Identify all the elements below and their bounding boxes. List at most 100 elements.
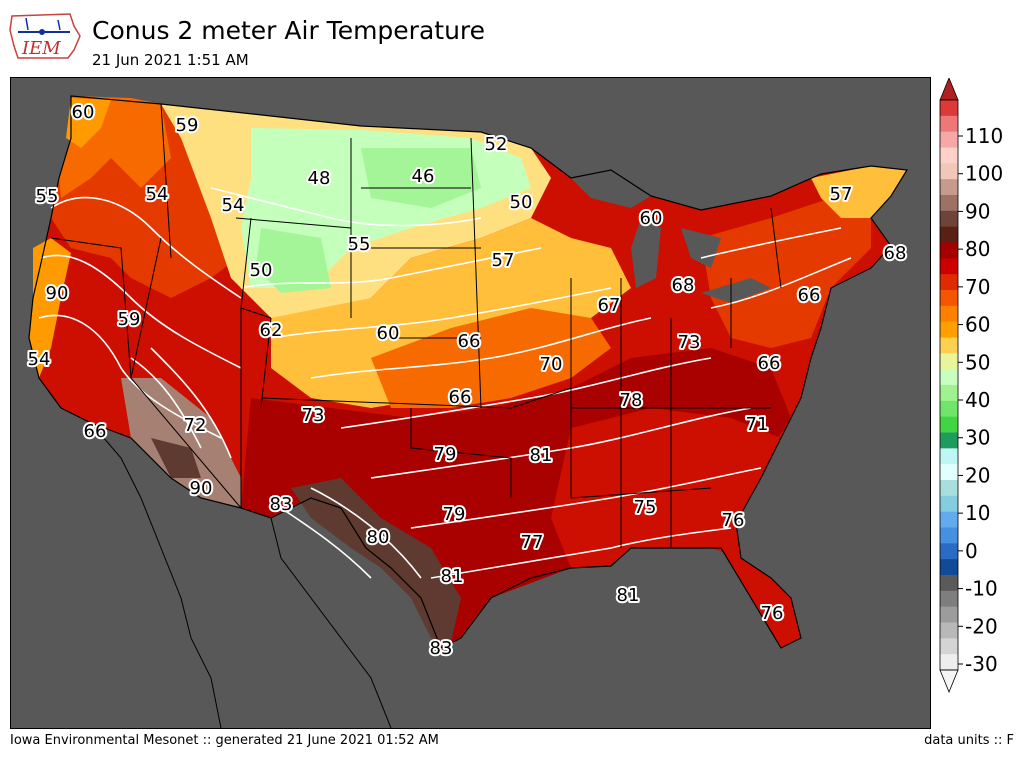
footer-units: data units :: F — [924, 733, 1014, 748]
colorbar-swatch — [940, 448, 958, 465]
colorbar-swatch — [940, 400, 958, 418]
colorbar-swatch — [940, 290, 958, 307]
colorbar-swatch — [940, 100, 958, 117]
colorbar-swatch — [940, 416, 958, 433]
temp-label: 62 — [260, 320, 283, 341]
colorbar-min-arrow — [939, 669, 959, 694]
temp-label: 70 — [540, 354, 563, 375]
region-coast-ca — [29, 238, 71, 378]
state-borders — [50, 103, 782, 548]
temp-label: 55 — [36, 186, 59, 207]
lake-huron — [681, 228, 721, 268]
temp-label: 66 — [758, 353, 781, 374]
colorbar-tick-label: -10 — [965, 577, 998, 601]
colorbar-swatch — [940, 163, 958, 180]
colorbar-swatch — [940, 210, 958, 228]
temp-label: 66 — [449, 387, 472, 408]
region-maine — [811, 166, 907, 218]
colorbar-swatch — [940, 543, 958, 560]
temp-label: 83 — [270, 494, 293, 515]
region-lower-colorado — [151, 438, 201, 478]
iem-logo: IEM — [8, 6, 84, 64]
colorbar-swatch — [940, 353, 958, 370]
colorbar-swatch — [940, 305, 958, 323]
temperature-map: 60 59 52 55 54 54 48 46 50 57 60 55 50 5… — [10, 77, 931, 729]
region-desert-sw — [121, 378, 241, 508]
colorbar-swatch — [940, 559, 958, 576]
temp-label: 76 — [761, 603, 784, 624]
temperature-labels: 60 59 52 55 54 54 48 46 50 57 60 55 50 5… — [26, 100, 909, 661]
lake-erie — [701, 278, 771, 303]
region-wyoming — [256, 228, 331, 293]
temp-label: 79 — [434, 444, 457, 465]
temp-label: 55 — [348, 234, 371, 255]
lake-michigan — [631, 218, 661, 288]
colorbar-swatch — [940, 480, 958, 497]
colorbar-tick-label: 70 — [965, 275, 990, 299]
colorbar-swatch — [940, 369, 958, 386]
temp-label: 59 — [118, 309, 141, 330]
temp-label: 83 — [430, 638, 453, 659]
colorbar-tick-label: 20 — [965, 463, 990, 487]
temp-label: 54 — [28, 349, 51, 370]
temp-label: 57 — [830, 184, 853, 205]
temp-label: 90 — [190, 478, 213, 499]
temp-label: 72 — [184, 415, 207, 436]
temp-label: 50 — [510, 192, 533, 213]
temp-label: 77 — [521, 532, 544, 553]
colorbar-tick-label: 0 — [965, 539, 978, 563]
temp-label: 54 — [222, 195, 245, 216]
temp-label: 71 — [746, 414, 769, 435]
region-coast-wa — [66, 98, 111, 148]
temperature-colorbar: 110 100 90 80 70 60 50 40 30 20 10 0 -10 -20 -30 — [938, 76, 1022, 694]
coastline — [28, 95, 909, 649]
isotherm-lines — [38, 187, 852, 579]
temp-label: 60 — [72, 102, 95, 123]
footer-credit: Iowa Environmental Mesonet :: generated … — [10, 733, 439, 748]
temp-label: 46 — [412, 166, 435, 187]
colorbar-swatch — [940, 495, 958, 513]
colorbar-swatch — [940, 590, 958, 608]
colorbar-swatch — [940, 575, 958, 592]
region-florida — [731, 558, 791, 638]
colorbar-swatch — [940, 179, 958, 196]
temp-label: 60 — [640, 208, 663, 229]
colorbar-tick-label: 80 — [965, 237, 990, 261]
temp-label: 57 — [492, 250, 515, 271]
temp-label: 60 — [377, 323, 400, 344]
region-texas-hot — [291, 478, 461, 643]
colorbar-swatch — [940, 606, 958, 623]
colorbar-swatch — [940, 115, 958, 133]
temp-label: 73 — [678, 332, 701, 353]
colorbar-swatch — [940, 432, 958, 449]
colorbar-swatch — [940, 385, 958, 402]
colorbar-tick-label: 10 — [965, 501, 990, 525]
temp-label: 81 — [441, 566, 464, 587]
colorbar-swatch — [940, 195, 958, 212]
temp-label: 75 — [634, 497, 657, 518]
logo-text: IEM — [21, 38, 61, 59]
colorbar-tick-label: 60 — [965, 313, 990, 337]
temp-label: 66 — [458, 331, 481, 352]
page-subtitle: 21 Jun 2021 1:51 AM — [92, 51, 249, 69]
colorbar-swatch — [940, 527, 958, 544]
colorbar-swatch — [940, 622, 958, 639]
colorbar-tick-label: 110 — [965, 124, 1003, 148]
colorbar-max-arrow — [939, 76, 959, 101]
temp-label: 66 — [84, 421, 107, 442]
temp-label: 59 — [176, 115, 199, 136]
colorbar-swatch — [940, 131, 958, 148]
temp-label: 68 — [672, 275, 695, 296]
map-canvas: 60 59 52 55 54 54 48 46 50 57 60 55 50 5… — [26, 95, 909, 728]
temp-label: 76 — [722, 510, 745, 531]
temp-label: 90 — [46, 283, 69, 304]
lake-superior — [571, 170, 651, 208]
baja-coast — [90, 422, 222, 728]
colorbar-swatch — [940, 337, 958, 354]
temp-label: 67 — [598, 295, 621, 316]
colorbar-tick-label: -30 — [965, 652, 998, 676]
colorbar-swatch — [940, 638, 958, 655]
temp-label: 78 — [620, 390, 643, 411]
temp-label: 48 — [308, 168, 331, 189]
colorbar-tick-label: 30 — [965, 426, 990, 450]
